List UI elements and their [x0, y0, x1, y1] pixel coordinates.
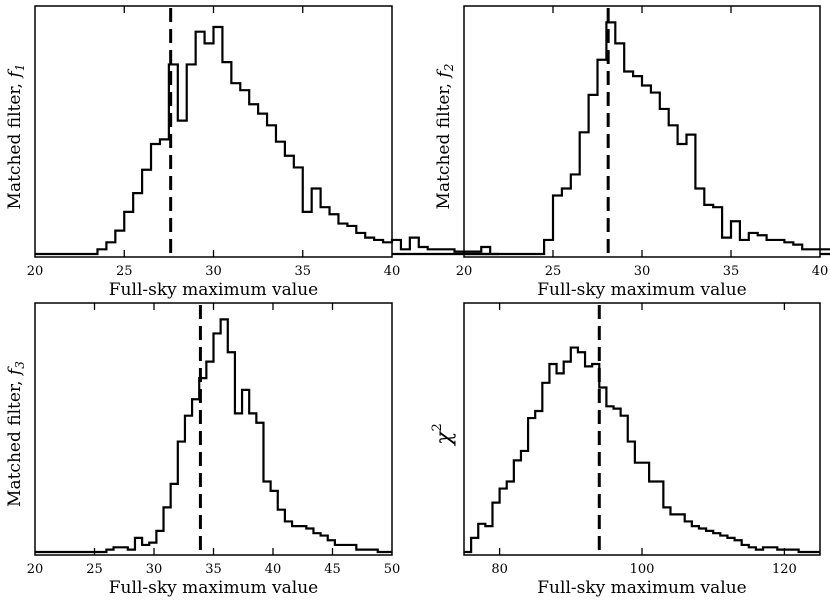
x-tick-label: 40	[384, 264, 401, 279]
histogram-steps	[35, 25, 500, 256]
x-axis-label: Full-sky maximum value	[109, 578, 318, 598]
x-tick-label: 20	[27, 562, 44, 577]
x-tick-label: 25	[116, 264, 133, 279]
x-tick-label: 25	[86, 562, 103, 577]
x-tick-label: 50	[384, 562, 401, 577]
x-tick-label: 30	[634, 264, 651, 279]
histogram-steps	[464, 346, 820, 554]
x-tick-label: 40	[812, 264, 829, 279]
y-axis-label: Matched filter, f1	[5, 64, 27, 210]
y-axis-label: Matched filter, f2	[434, 64, 456, 210]
y-axis-label: Matched filter, f3	[5, 361, 27, 507]
x-tick-label: 40	[265, 562, 282, 577]
plot-frame	[463, 5, 821, 258]
x-tick-label: 35	[294, 264, 311, 279]
y-axis-label: χ2	[430, 423, 457, 447]
x-tick-label: 120	[772, 562, 797, 577]
x-tick-label: 35	[723, 264, 740, 279]
x-tick-label: 100	[630, 562, 655, 577]
histogram-steps	[464, 21, 830, 256]
x-tick-label: 45	[324, 562, 341, 577]
x-tick-label: 30	[146, 562, 163, 577]
panel-1: 20 25 30 35 40 Full-sky maximum value Matched …	[5, 5, 500, 300]
panel-4: 80 100 120 Full-sky maximum value χ2	[430, 302, 821, 598]
x-tick-label: 35	[205, 562, 222, 577]
x-tick-label: 20	[27, 264, 44, 279]
x-tick-label: 25	[545, 264, 562, 279]
x-axis-label: Full-sky maximum value	[537, 578, 746, 598]
panel-2: 20 25 30 35 40 Full-sky maximum value Matched …	[434, 5, 830, 300]
panel-3: 20 25 30 35 40 45 50 Full-sky maximum value Matc…	[5, 302, 401, 598]
x-tick-label: 20	[456, 264, 473, 279]
x-tick-label: 30	[205, 264, 222, 279]
x-axis-label: Full-sky maximum value	[537, 280, 746, 300]
plot-frame	[463, 302, 821, 556]
x-tick-label: 80	[491, 562, 508, 577]
histogram-steps	[35, 318, 392, 554]
x-axis-label: Full-sky maximum value	[109, 280, 318, 300]
